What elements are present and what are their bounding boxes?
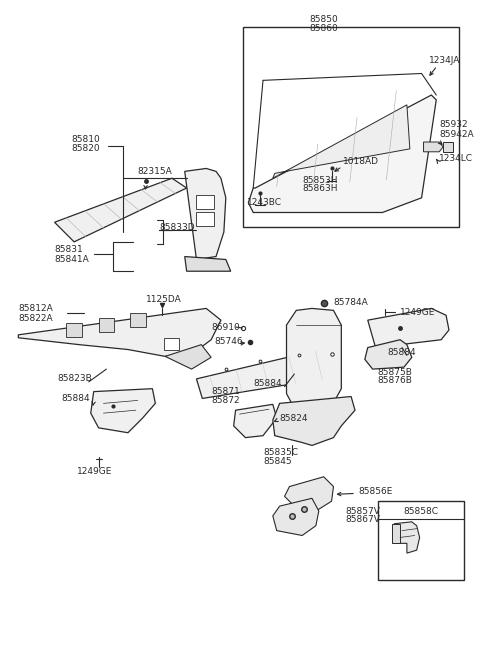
Text: 85820: 85820 bbox=[71, 144, 100, 153]
Text: 85858C: 85858C bbox=[403, 506, 438, 515]
Bar bbox=[98, 318, 114, 332]
Text: 85833D: 85833D bbox=[159, 223, 195, 232]
Text: 85884: 85884 bbox=[61, 394, 90, 403]
Text: 85875B: 85875B bbox=[378, 367, 412, 377]
Polygon shape bbox=[185, 168, 226, 259]
Text: 82315A: 82315A bbox=[138, 167, 172, 176]
Text: 85824: 85824 bbox=[280, 413, 308, 422]
Polygon shape bbox=[273, 105, 410, 178]
Text: 85856E: 85856E bbox=[358, 487, 392, 496]
Text: 85932: 85932 bbox=[439, 120, 468, 129]
Text: 85876B: 85876B bbox=[378, 377, 412, 385]
Text: 85860: 85860 bbox=[309, 24, 338, 33]
Bar bbox=[378, 501, 464, 580]
Polygon shape bbox=[234, 404, 276, 438]
Text: 85845: 85845 bbox=[263, 457, 292, 466]
Text: 1243BC: 1243BC bbox=[247, 198, 282, 207]
Text: 1234LC: 1234LC bbox=[439, 154, 473, 163]
Text: 1018AD: 1018AD bbox=[343, 157, 379, 166]
Text: 85810: 85810 bbox=[71, 134, 100, 143]
Text: 1249GE: 1249GE bbox=[77, 468, 112, 476]
Bar bbox=[443, 142, 453, 152]
Text: 85871: 85871 bbox=[211, 387, 240, 396]
Bar bbox=[66, 323, 82, 337]
Text: 1249GE: 1249GE bbox=[400, 308, 435, 317]
Polygon shape bbox=[55, 178, 187, 242]
Text: 85884: 85884 bbox=[253, 379, 282, 388]
Text: 85850: 85850 bbox=[309, 15, 338, 24]
Polygon shape bbox=[165, 345, 211, 369]
Text: 85823B: 85823B bbox=[58, 375, 92, 383]
Polygon shape bbox=[273, 396, 355, 445]
Bar bbox=[243, 26, 459, 227]
Text: 85884: 85884 bbox=[387, 348, 416, 357]
Polygon shape bbox=[185, 257, 231, 271]
Polygon shape bbox=[273, 498, 319, 536]
Text: 85812A: 85812A bbox=[18, 304, 53, 313]
Text: 1125DA: 1125DA bbox=[145, 295, 181, 304]
Text: 85942A: 85942A bbox=[439, 130, 474, 139]
Text: 85867V: 85867V bbox=[345, 515, 380, 525]
Polygon shape bbox=[248, 95, 436, 212]
Text: 85822A: 85822A bbox=[18, 314, 53, 323]
Polygon shape bbox=[423, 142, 443, 152]
Text: 85872: 85872 bbox=[211, 396, 240, 405]
Text: 85857V: 85857V bbox=[345, 506, 380, 515]
Text: 85835C: 85835C bbox=[263, 448, 298, 457]
Text: 85784A: 85784A bbox=[334, 298, 368, 307]
Text: 85831: 85831 bbox=[55, 245, 83, 254]
Polygon shape bbox=[394, 522, 420, 553]
Bar bbox=[392, 524, 400, 544]
Text: 85746: 85746 bbox=[214, 337, 243, 346]
Polygon shape bbox=[285, 477, 334, 511]
Bar bbox=[164, 338, 179, 350]
Polygon shape bbox=[18, 309, 221, 356]
Text: 85841A: 85841A bbox=[55, 255, 89, 264]
Text: 85853H: 85853H bbox=[302, 176, 337, 185]
Bar bbox=[130, 313, 145, 327]
Text: 86910: 86910 bbox=[211, 322, 240, 331]
Polygon shape bbox=[368, 309, 449, 348]
Text: 1234JA: 1234JA bbox=[430, 56, 461, 66]
Bar bbox=[196, 195, 214, 208]
Bar bbox=[196, 212, 214, 226]
Text: 85863H: 85863H bbox=[302, 185, 337, 193]
Polygon shape bbox=[287, 309, 341, 413]
Polygon shape bbox=[196, 348, 341, 398]
Polygon shape bbox=[91, 388, 156, 433]
Polygon shape bbox=[365, 340, 412, 369]
